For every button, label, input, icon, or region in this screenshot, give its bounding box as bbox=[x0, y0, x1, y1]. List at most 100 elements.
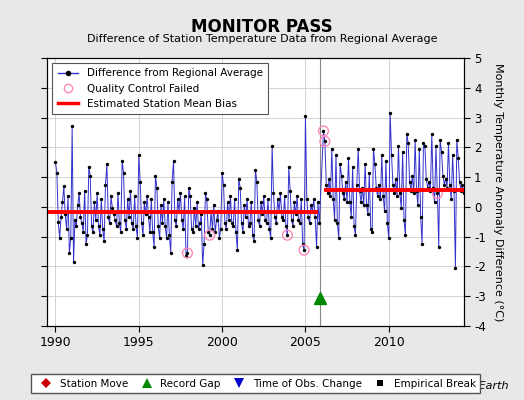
Point bbox=[458, 181, 466, 188]
Point bbox=[283, 232, 291, 238]
Point bbox=[301, 113, 310, 119]
Point bbox=[151, 172, 160, 179]
Point bbox=[355, 187, 364, 194]
Point bbox=[150, 244, 158, 250]
Point bbox=[322, 181, 331, 188]
Point bbox=[378, 152, 386, 158]
Point bbox=[252, 166, 260, 173]
Point bbox=[137, 220, 146, 226]
Point bbox=[333, 220, 342, 226]
Point bbox=[415, 146, 423, 152]
Point bbox=[279, 217, 288, 224]
Point bbox=[190, 205, 199, 212]
Point bbox=[393, 193, 401, 200]
Point bbox=[401, 232, 410, 238]
Point bbox=[73, 202, 82, 209]
Point bbox=[434, 244, 443, 250]
Point bbox=[442, 175, 450, 182]
Point bbox=[264, 196, 272, 203]
Point bbox=[212, 217, 221, 224]
Point bbox=[200, 241, 208, 247]
Point bbox=[410, 190, 418, 197]
Point bbox=[354, 146, 363, 152]
Point bbox=[81, 187, 89, 194]
Point bbox=[346, 199, 354, 206]
Point bbox=[194, 226, 203, 232]
Point bbox=[113, 223, 121, 230]
Point bbox=[82, 241, 90, 247]
Point bbox=[259, 193, 268, 200]
Point bbox=[332, 152, 340, 158]
Point bbox=[402, 131, 411, 137]
Point bbox=[158, 220, 167, 226]
Point bbox=[336, 160, 344, 167]
Point bbox=[140, 199, 148, 206]
Point bbox=[144, 214, 152, 220]
Point bbox=[351, 232, 359, 238]
Point bbox=[433, 190, 442, 197]
Point bbox=[311, 214, 319, 220]
Point bbox=[443, 184, 451, 191]
Point bbox=[93, 190, 101, 197]
Point bbox=[347, 214, 355, 220]
Point bbox=[439, 172, 447, 179]
Point bbox=[406, 178, 414, 185]
Point bbox=[111, 217, 119, 224]
Point bbox=[285, 164, 293, 170]
Point bbox=[169, 158, 178, 164]
Point bbox=[365, 170, 374, 176]
Point bbox=[280, 193, 289, 200]
Point bbox=[363, 202, 371, 209]
Point bbox=[268, 143, 276, 149]
Point bbox=[369, 146, 378, 152]
Point bbox=[283, 232, 291, 238]
Point bbox=[94, 223, 103, 230]
Point bbox=[319, 128, 328, 134]
Point bbox=[328, 146, 336, 152]
Point bbox=[214, 208, 222, 214]
Point bbox=[57, 214, 65, 220]
Point bbox=[146, 229, 154, 235]
Point bbox=[68, 123, 77, 130]
Point bbox=[178, 217, 186, 224]
Point bbox=[184, 184, 193, 191]
Point bbox=[372, 184, 380, 191]
Point bbox=[278, 214, 286, 220]
Point bbox=[397, 205, 406, 212]
Point bbox=[107, 193, 115, 200]
Point bbox=[229, 223, 237, 230]
Point bbox=[222, 226, 231, 232]
Point bbox=[299, 241, 307, 247]
Point bbox=[62, 226, 71, 232]
Point bbox=[97, 196, 105, 203]
Point bbox=[162, 235, 171, 241]
Point bbox=[235, 175, 243, 182]
Point bbox=[275, 208, 283, 214]
Point bbox=[173, 196, 182, 203]
Point bbox=[267, 235, 275, 241]
Point bbox=[253, 178, 261, 185]
Point bbox=[130, 193, 139, 200]
Point bbox=[126, 187, 135, 194]
Point bbox=[108, 205, 117, 212]
Point bbox=[133, 235, 141, 241]
Point bbox=[239, 229, 247, 235]
Point bbox=[370, 160, 379, 167]
Point bbox=[310, 196, 318, 203]
Point bbox=[426, 187, 434, 194]
Point bbox=[308, 208, 316, 214]
Point bbox=[183, 250, 192, 256]
Point bbox=[157, 202, 165, 209]
Point bbox=[398, 149, 407, 155]
Point bbox=[429, 184, 438, 191]
Point bbox=[455, 178, 464, 185]
Point bbox=[103, 160, 111, 167]
Point bbox=[218, 170, 226, 176]
Point bbox=[289, 223, 297, 230]
Point bbox=[307, 202, 315, 209]
Text: MONITOR PASS: MONITOR PASS bbox=[191, 18, 333, 36]
Point bbox=[225, 217, 233, 224]
Point bbox=[335, 235, 343, 241]
Point bbox=[390, 190, 398, 197]
Point bbox=[61, 211, 69, 218]
